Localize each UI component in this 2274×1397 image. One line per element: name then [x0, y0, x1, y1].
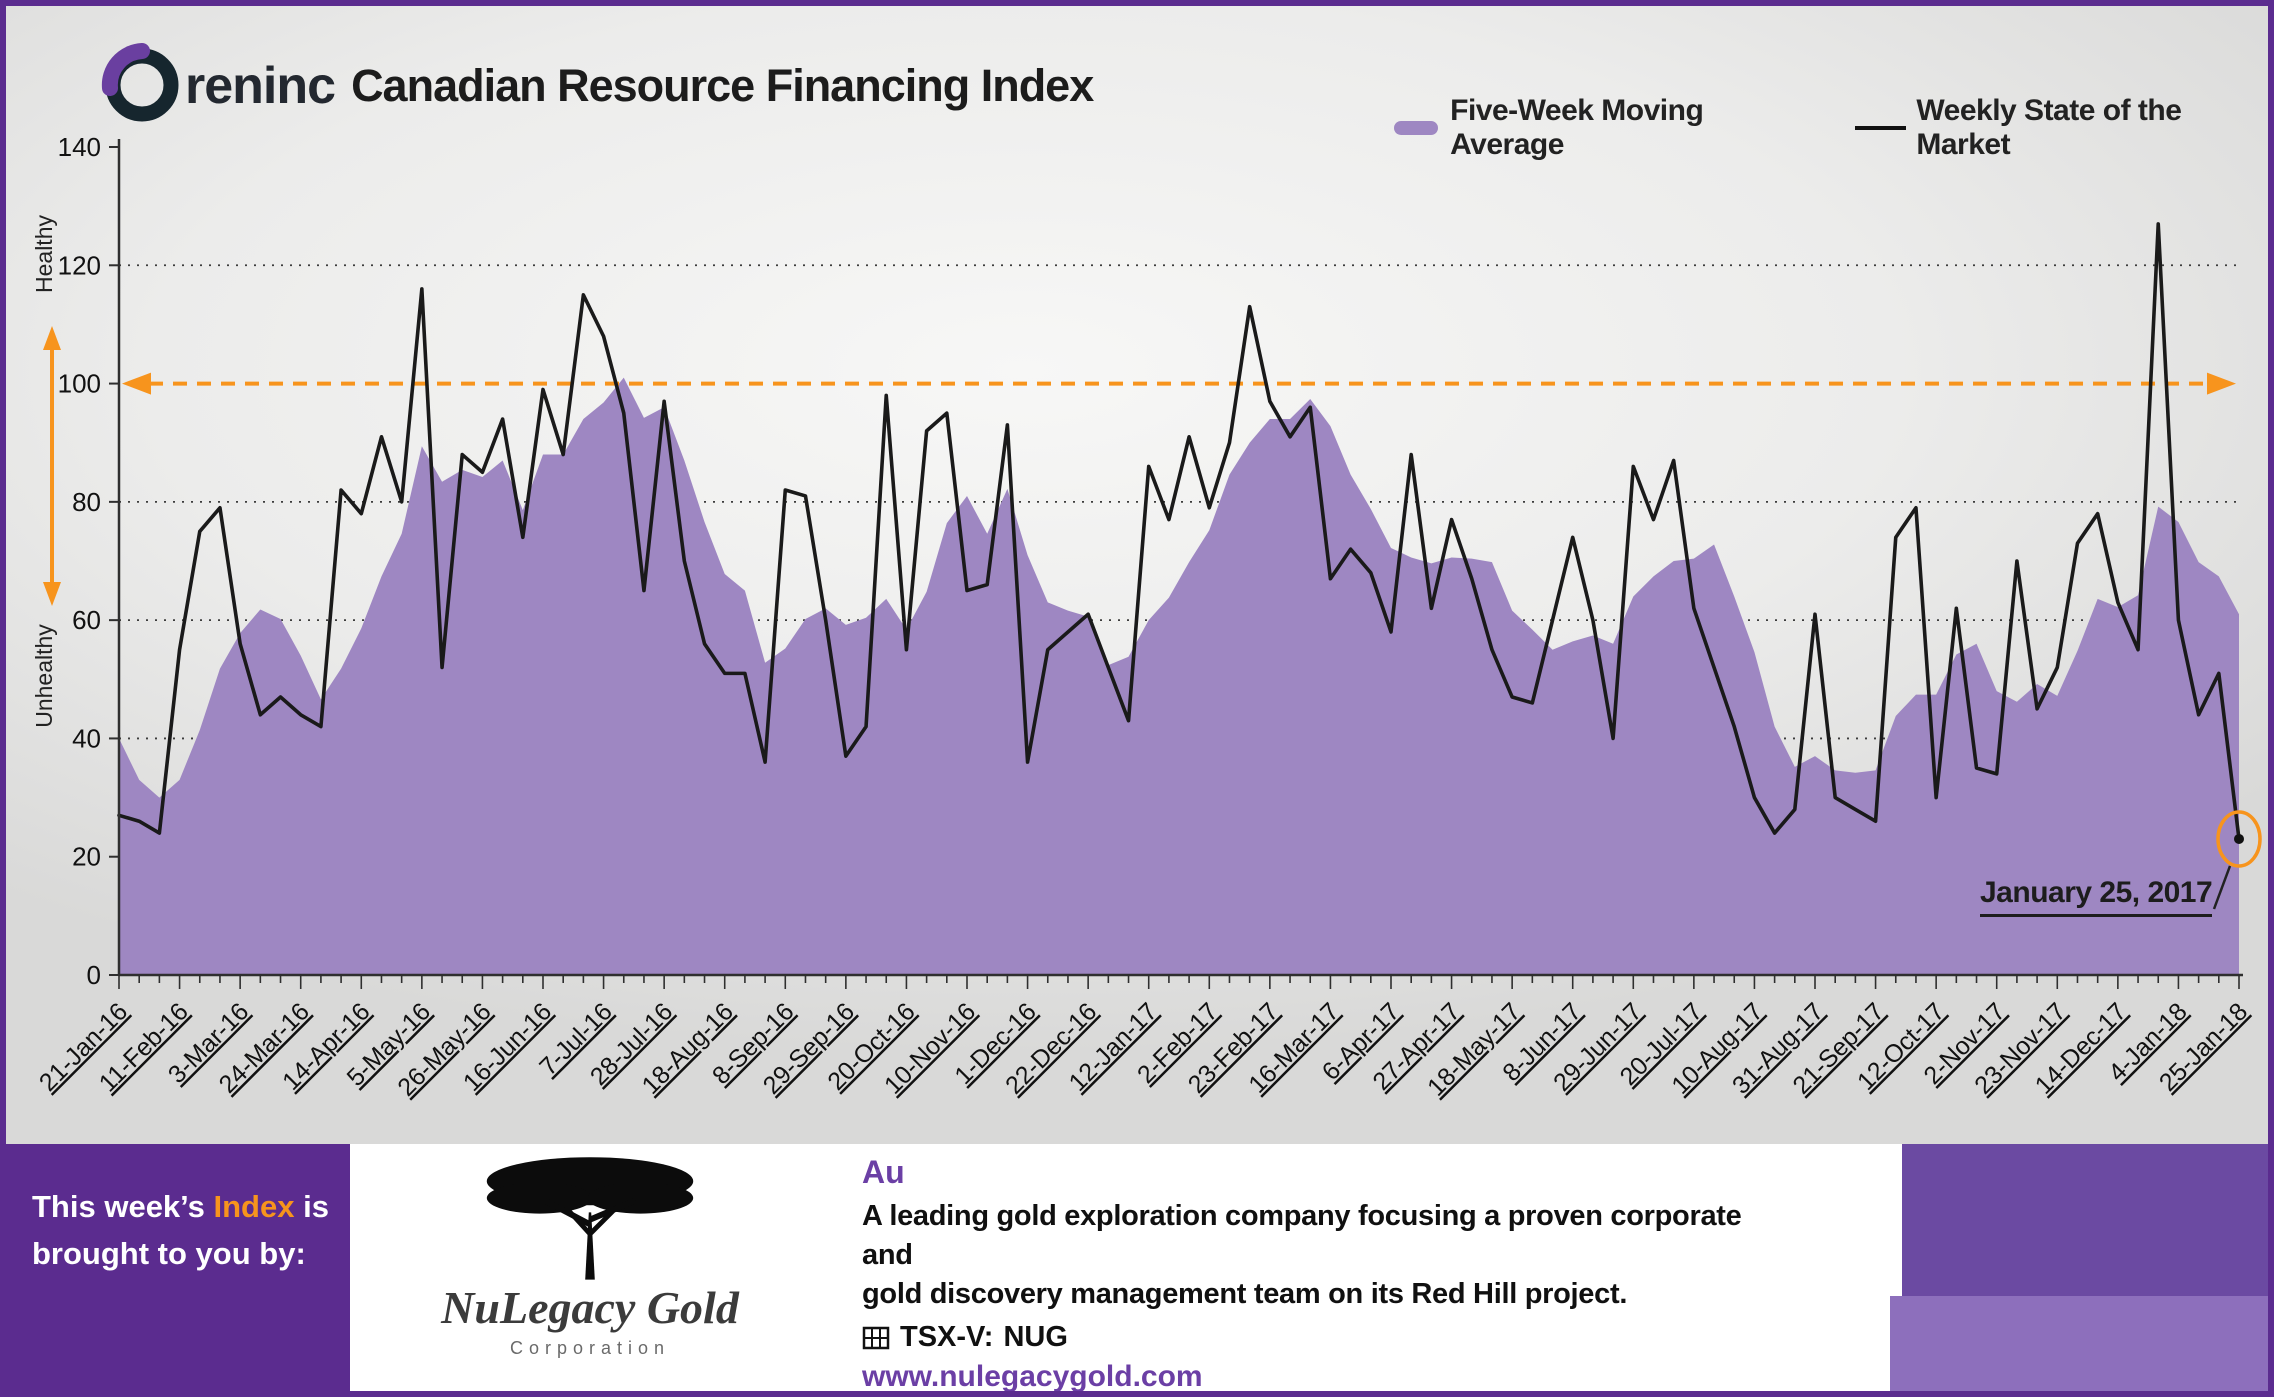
y-tick-label: 140	[58, 132, 101, 162]
chart-title: Canadian Resource Financing Index	[351, 59, 1094, 111]
sponsor-subtitle: Corporation	[509, 1338, 671, 1358]
moving-average-swatch	[1394, 121, 1439, 135]
last-point-circle	[2216, 810, 2262, 868]
threshold-arrow-right	[2207, 372, 2236, 395]
chart-section: 0 20 40 60 80 100 120 140 21-Jan-16 11-Feb-16 3-Ma…	[6, 6, 2268, 1144]
oreninc-logo-icon	[101, 42, 183, 129]
ticker-symbol: NUG	[1003, 1321, 1068, 1354]
sponsor-website-link[interactable]: www.nulegacygold.com	[862, 1360, 1203, 1394]
y-tick-label: 120	[58, 250, 101, 280]
sponsor-right-accent	[1890, 1296, 2268, 1391]
threshold-arrow-left	[122, 372, 151, 395]
brand-text: reninc	[185, 56, 336, 115]
unhealthy-label: Unhealthy	[31, 624, 57, 728]
intro-highlight: Index	[213, 1189, 295, 1224]
sponsor-name: NuLegacy Gold	[441, 1282, 739, 1333]
financing-index-chart: 02040608010012014021-Jan-1611-Feb-163-Ma…	[31, 132, 2262, 1102]
intro-post: is	[294, 1189, 329, 1224]
y-tick-label: 0	[87, 960, 101, 990]
annotation-leader-line	[2212, 865, 2232, 910]
tree-icon	[486, 1157, 694, 1280]
legend: Five-Week Moving Average Weekly State of…	[1394, 94, 2268, 162]
exchange-grid-icon	[862, 1326, 890, 1350]
page-title: reninc Canadian Resource Financing Index	[101, 42, 1094, 129]
nulegacy-logo: NuLegacy Gold Corporation	[440, 1150, 740, 1359]
sponsor-intro-line1: This week’s Index is	[32, 1184, 350, 1231]
last-point-annotation: January 25, 2017	[1980, 876, 2213, 917]
healthy-label: Healthy	[31, 215, 57, 293]
description-line2: gold discovery management team on its Re…	[862, 1278, 1628, 1311]
legend-weekly-label: Weekly State of the Market	[1916, 94, 2182, 161]
sponsor-intro: This week’s Index is brought to you by:	[6, 1144, 350, 1391]
exchange-label: TSX-V:	[900, 1321, 994, 1354]
arrow-down-icon	[43, 582, 61, 606]
y-tick-label: 80	[72, 487, 101, 517]
description-line1: A leading gold exploration company focus…	[862, 1200, 1742, 1272]
y-tick-label: 60	[72, 605, 101, 635]
weekly-line	[117, 222, 2241, 841]
arrow-up-icon	[43, 326, 61, 350]
sponsor-description: A leading gold exploration company focus…	[862, 1197, 1762, 1314]
last-point-dot	[2234, 833, 2244, 844]
sponsor-bar: This week’s Index is brought to you by: …	[6, 1144, 2268, 1391]
sponsor-text: Au A leading gold exploration company fo…	[862, 1154, 1762, 1394]
sponsor-content: NuLegacy Gold Corporation Au A leading g…	[350, 1144, 1902, 1391]
metal-label: Au	[862, 1154, 905, 1190]
sponsor-intro-line2: brought to you by:	[32, 1235, 306, 1271]
legend-ma-label: Five-Week Moving Average	[1450, 94, 1704, 161]
y-tick-label: 100	[58, 369, 101, 399]
y-tick-label: 20	[72, 842, 101, 872]
moving-average-area	[119, 377, 2239, 976]
ticker-row: TSX-V: NUG	[862, 1321, 1762, 1354]
intro-pre: This week’s	[32, 1189, 214, 1224]
weekly-line-swatch	[1854, 126, 1907, 130]
y-tick-label: 40	[72, 723, 101, 753]
